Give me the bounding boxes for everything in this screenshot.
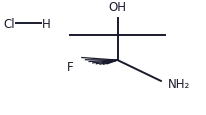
Text: Cl: Cl bbox=[3, 17, 15, 30]
Text: NH₂: NH₂ bbox=[168, 77, 190, 90]
Text: OH: OH bbox=[109, 1, 126, 14]
Text: F: F bbox=[67, 61, 73, 74]
Text: H: H bbox=[42, 17, 51, 30]
